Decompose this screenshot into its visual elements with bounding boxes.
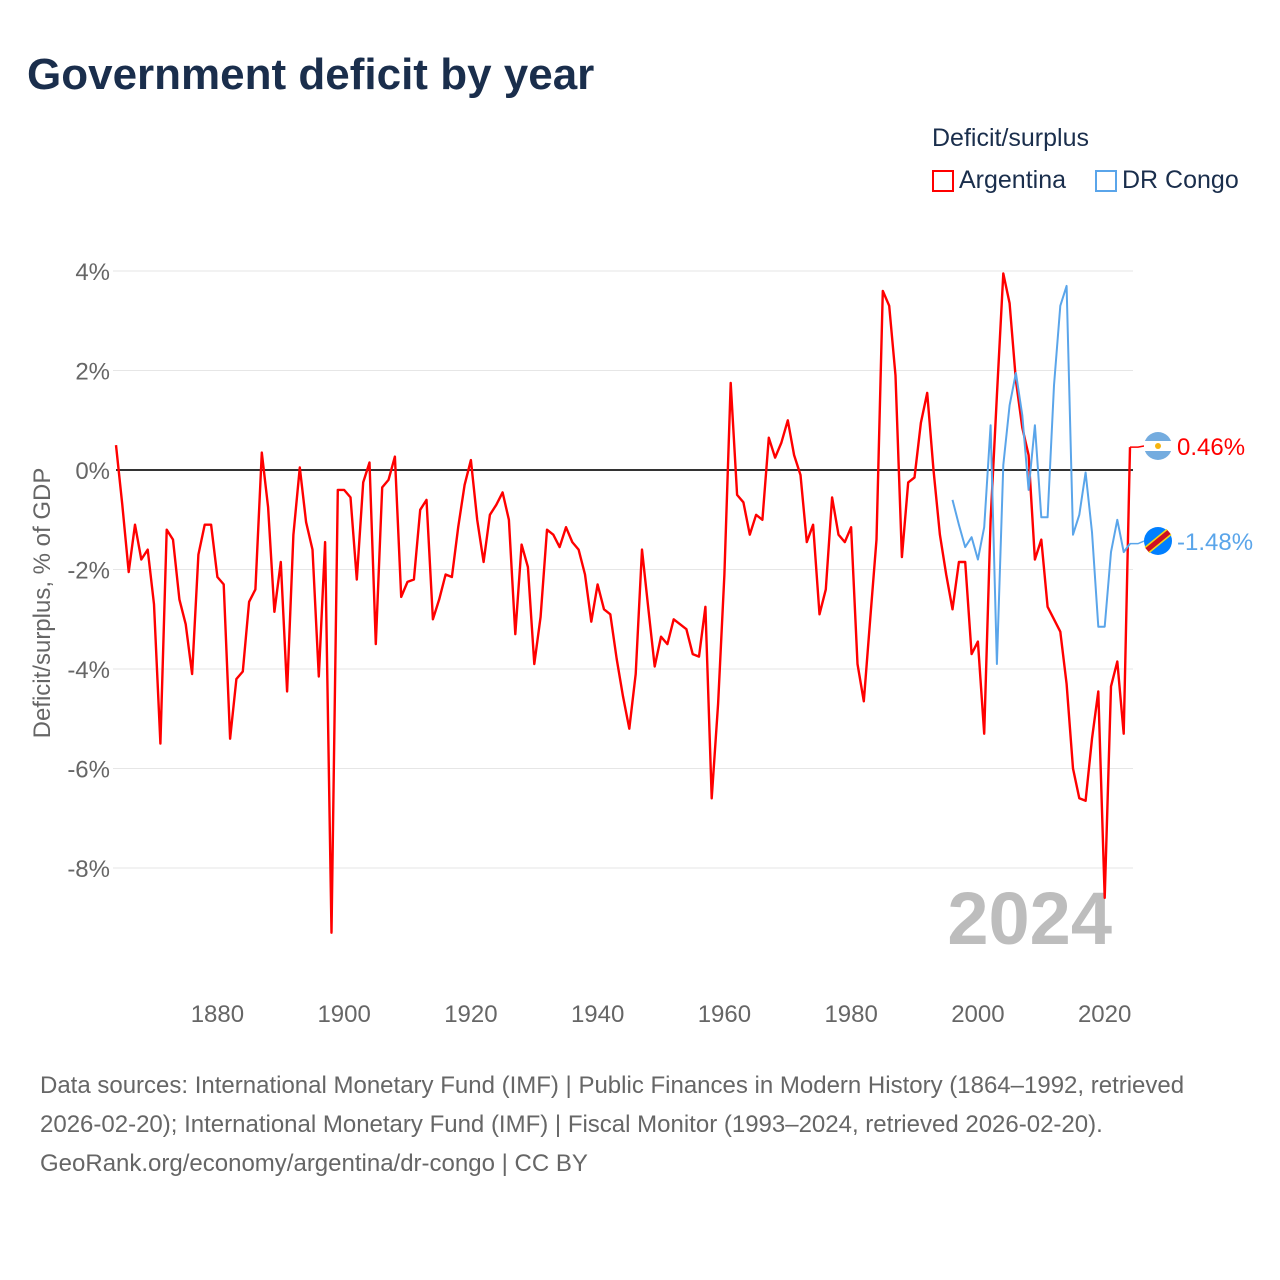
legend-item-dr-congo[interactable]: DR Congo — [1095, 166, 1239, 195]
y-axis-label: Deficit/surplus, % of GDP — [29, 468, 56, 739]
x-tick-label: 1900 — [317, 1001, 370, 1028]
y-tick-label: -2% — [67, 558, 110, 585]
credit-link[interactable]: GeoRank.org/economy/argentina/dr-congo |… — [40, 1150, 588, 1177]
end-connector — [1130, 540, 1145, 545]
series-line-argentina — [114, 272, 1132, 934]
y-tick-label: -8% — [67, 856, 110, 883]
end-value-label: -1.48% — [1177, 529, 1253, 556]
footer: Data sources: International Monetary Fun… — [40, 1066, 1240, 1183]
legend-swatch-argentina — [932, 169, 954, 192]
argentina-flag-sun — [1155, 443, 1161, 449]
x-tick-label: 2000 — [951, 1001, 1004, 1028]
data-sources: Data sources: International Monetary Fun… — [40, 1072, 1185, 1138]
end-value-label: 0.46% — [1177, 434, 1245, 461]
x-tick-label: 1880 — [191, 1001, 244, 1028]
year-watermark: 2024 — [947, 877, 1112, 960]
legend-item-argentina[interactable]: Argentina — [932, 166, 1066, 195]
dr-congo-flag-stripe — [1145, 530, 1171, 552]
x-tick-label: 1920 — [444, 1001, 497, 1028]
y-tick-label: -6% — [67, 757, 110, 784]
y-tick-label: 2% — [75, 359, 110, 386]
line-chart: 4% 2% 0% -2% -4% -6% -8% 1880 1900 1920 1940 1960 19… — [29, 259, 1253, 1028]
legend-swatch-dr-congo — [1095, 169, 1117, 192]
legend-label-dr-congo: DR Congo — [1122, 166, 1239, 194]
y-tick-label: 0% — [75, 458, 110, 485]
x-tick-label: 1940 — [571, 1001, 624, 1028]
series-line-dr-congo — [951, 284, 1131, 665]
y-tick-label: 4% — [75, 259, 110, 286]
y-tick-label: -4% — [67, 657, 110, 684]
chart-title: Government deficit by year — [27, 50, 595, 99]
legend-label-argentina: Argentina — [959, 166, 1067, 194]
legend-title: Deficit/surplus — [932, 124, 1089, 152]
x-tick-label: 2020 — [1078, 1001, 1131, 1028]
x-tick-label: 1960 — [698, 1001, 751, 1028]
x-tick-label: 1980 — [824, 1001, 877, 1028]
end-connector — [1130, 445, 1145, 448]
